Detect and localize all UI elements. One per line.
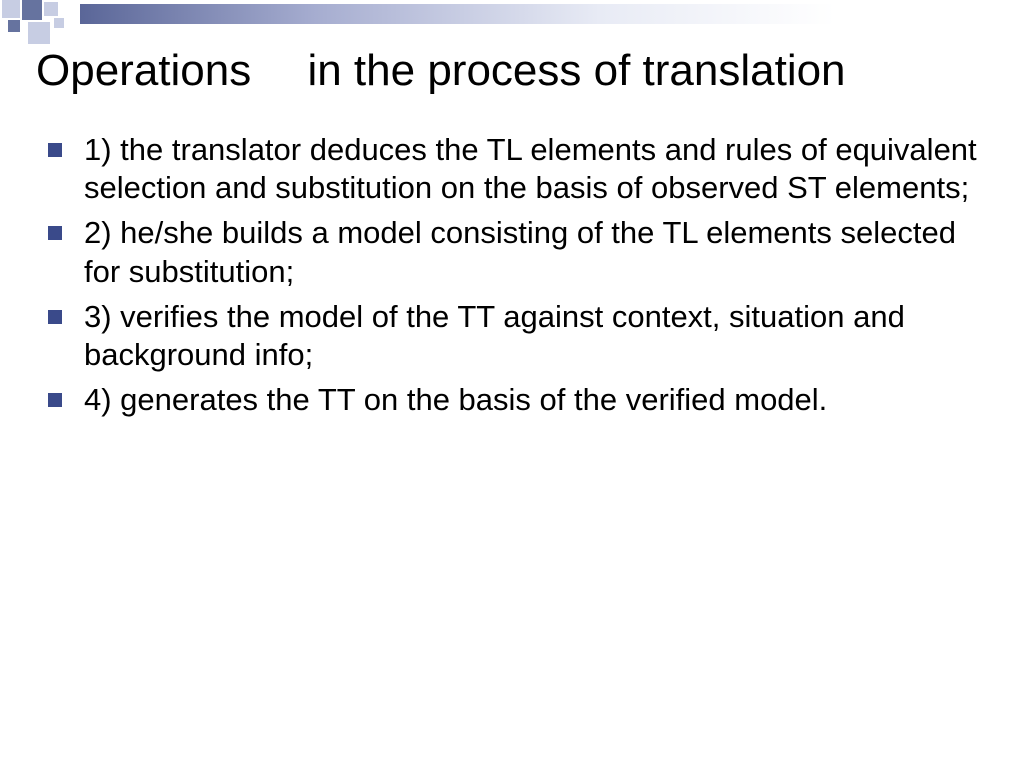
bullet-list: 1) the translator deduces the TL element…: [36, 131, 988, 420]
list-item: 3) verifies the model of the TT against …: [48, 298, 988, 376]
corner-squares-icon: [0, 0, 80, 28]
list-item: 2) he/she builds a model consisting of t…: [48, 214, 988, 292]
slide-header-decoration: [0, 0, 1024, 28]
slide-content: Operations in the process of translation…: [36, 46, 988, 426]
slide-title: Operations in the process of translation: [36, 46, 988, 97]
list-item: 1) the translator deduces the TL element…: [48, 131, 988, 209]
list-item: 4) generates the TT on the basis of the …: [48, 381, 988, 420]
header-gradient-bar: [80, 4, 1024, 24]
